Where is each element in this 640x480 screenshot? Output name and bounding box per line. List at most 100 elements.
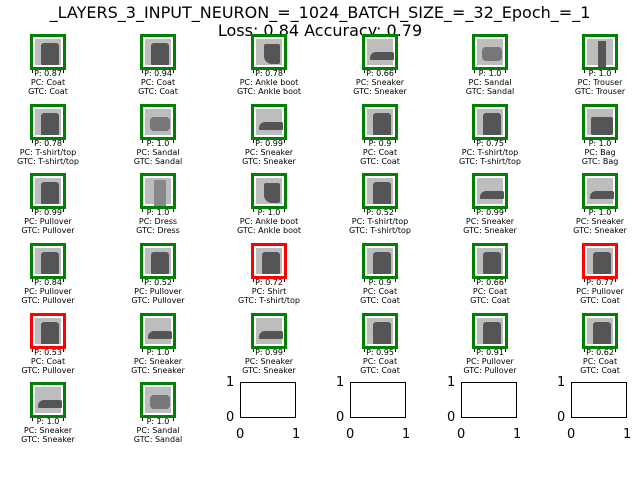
pullover-icon xyxy=(151,252,169,274)
tshirt-icon xyxy=(373,182,391,204)
sample-image xyxy=(145,109,171,135)
axis-tick xyxy=(63,70,64,73)
axis-tick xyxy=(505,140,506,143)
probability-label: P: 1.0 xyxy=(146,417,170,426)
y-axis-bottom-label: 0 xyxy=(447,410,456,425)
sandal-icon xyxy=(150,117,170,131)
tile-caption: P: 0.66 PC: Sneaker GTC: Sneaker xyxy=(320,69,440,96)
ground-truth-label: GTC: Ankle boot xyxy=(236,226,302,235)
probability-label: P: 0.52 xyxy=(366,208,394,217)
sample-image-tile xyxy=(251,243,287,279)
ground-truth-label: GTC: Sandal xyxy=(465,87,515,96)
sample-image-tile xyxy=(140,243,176,279)
sample-image-tile xyxy=(251,173,287,209)
sample-image xyxy=(35,39,61,65)
axis-tick xyxy=(615,279,616,282)
predicted-class-label: PC: Pullover xyxy=(576,287,624,296)
predicted-class-label: PC: Trouser xyxy=(577,78,623,87)
empty-axes xyxy=(350,382,406,418)
predicted-class-label: PC: T-shirt/top xyxy=(19,148,77,157)
tile-caption: P: 0.9 PC: Coat GTC: Coat xyxy=(320,139,440,166)
ground-truth-label: GTC: Pullover xyxy=(21,226,75,235)
axis-tick xyxy=(253,140,254,143)
axis-tick xyxy=(142,349,143,352)
sandal-icon xyxy=(482,47,502,61)
probability-label: P: 0.62 xyxy=(586,348,614,357)
ground-truth-label: GTC: Coat xyxy=(360,366,400,375)
sample-image-tile xyxy=(582,173,618,209)
axis-tick xyxy=(173,70,174,73)
predicted-class-label: PC: Coat xyxy=(582,357,618,366)
figure-title: _LAYERS_3_INPUT_NEURON_=_1024_BATCH_SIZE… xyxy=(0,4,640,40)
sample-image-tile xyxy=(362,34,398,70)
probability-label: P: 1.0 xyxy=(588,69,612,78)
axis-tick xyxy=(395,349,396,352)
predicted-class-label: PC: Sneaker xyxy=(355,78,405,87)
probability-label: P: 0.99 xyxy=(476,208,504,217)
tile-caption: P: 0.99 PC: Pullover GTC: Pullover xyxy=(0,208,108,235)
tile-caption: P: 0.84 PC: Pullover GTC: Pullover xyxy=(0,278,108,305)
sample-image xyxy=(145,248,171,274)
probability-label: P: 0.52 xyxy=(144,278,172,287)
sneaker-icon xyxy=(259,122,283,130)
predicted-class-label: PC: T-shirt/top xyxy=(351,217,409,226)
axis-tick xyxy=(364,140,365,143)
predicted-class-label: PC: Ankle boot xyxy=(239,78,299,87)
axis-tick xyxy=(63,349,64,352)
probability-label: P: 0.91 xyxy=(476,348,504,357)
sneaker-icon xyxy=(480,191,504,199)
boot-icon xyxy=(264,183,280,203)
sample-image xyxy=(145,387,171,413)
probability-label: P: 0.75 xyxy=(476,139,504,148)
predicted-class-label: PC: Pullover xyxy=(24,287,72,296)
ground-truth-label: GTC: Pullover xyxy=(463,366,517,375)
axis-tick xyxy=(142,418,143,421)
axis-tick xyxy=(584,70,585,73)
axis-tick xyxy=(32,279,33,282)
predicted-class-label: PC: Coat xyxy=(362,287,398,296)
sample-image-tile xyxy=(582,104,618,140)
axis-tick xyxy=(505,349,506,352)
axis-tick xyxy=(395,209,396,212)
ground-truth-label: GTC: Sneaker xyxy=(242,366,296,375)
sample-image-tile xyxy=(582,313,618,349)
sample-image xyxy=(587,39,613,67)
ground-truth-label: GTC: Sneaker xyxy=(242,157,296,166)
axis-tick xyxy=(395,70,396,73)
predicted-class-label: PC: Dress xyxy=(138,217,178,226)
probability-label: P: 1.0 xyxy=(146,348,170,357)
axis-tick xyxy=(584,140,585,143)
axis-tick xyxy=(32,70,33,73)
predicted-class-label: PC: Sandal xyxy=(136,426,180,435)
axis-tick xyxy=(142,140,143,143)
predicted-class-label: PC: Bag xyxy=(584,148,616,157)
axis-tick xyxy=(173,418,174,421)
sample-image-tile xyxy=(140,34,176,70)
tile-caption: P: 1.0 PC: Sandal GTC: Sandal xyxy=(98,139,218,166)
probability-label: P: 0.66 xyxy=(476,278,504,287)
axis-tick xyxy=(364,349,365,352)
coat-icon xyxy=(593,322,611,344)
coat-icon xyxy=(593,252,611,274)
ground-truth-label: GTC: Sneaker xyxy=(131,366,185,375)
ground-truth-label: GTC: T-shirt/top xyxy=(17,157,79,166)
sample-image-tile xyxy=(362,173,398,209)
axis-tick xyxy=(32,418,33,421)
probability-label: P: 0.87 xyxy=(34,69,62,78)
tile-caption: P: 1.0 PC: Sneaker GTC: Sneaker xyxy=(540,208,640,235)
sample-image-tile xyxy=(30,173,66,209)
sneaker-icon xyxy=(590,191,614,199)
coat-icon xyxy=(41,43,59,65)
ground-truth-label: GTC: Coat xyxy=(580,296,620,305)
probability-label: P: 1.0 xyxy=(478,69,502,78)
predicted-class-label: PC: Sneaker xyxy=(133,357,183,366)
ground-truth-label: GTC: Sandal xyxy=(133,157,183,166)
axis-tick xyxy=(63,140,64,143)
sample-image xyxy=(145,39,171,65)
y-axis-bottom-label: 0 xyxy=(336,410,345,425)
sneaker-icon xyxy=(148,331,172,339)
tile-caption: P: 1.0 PC: Dress GTC: Dress xyxy=(98,208,218,235)
axis-tick xyxy=(32,209,33,212)
predicted-class-label: PC: Sandal xyxy=(468,78,512,87)
x-axis-left-label: 0 xyxy=(457,427,466,442)
